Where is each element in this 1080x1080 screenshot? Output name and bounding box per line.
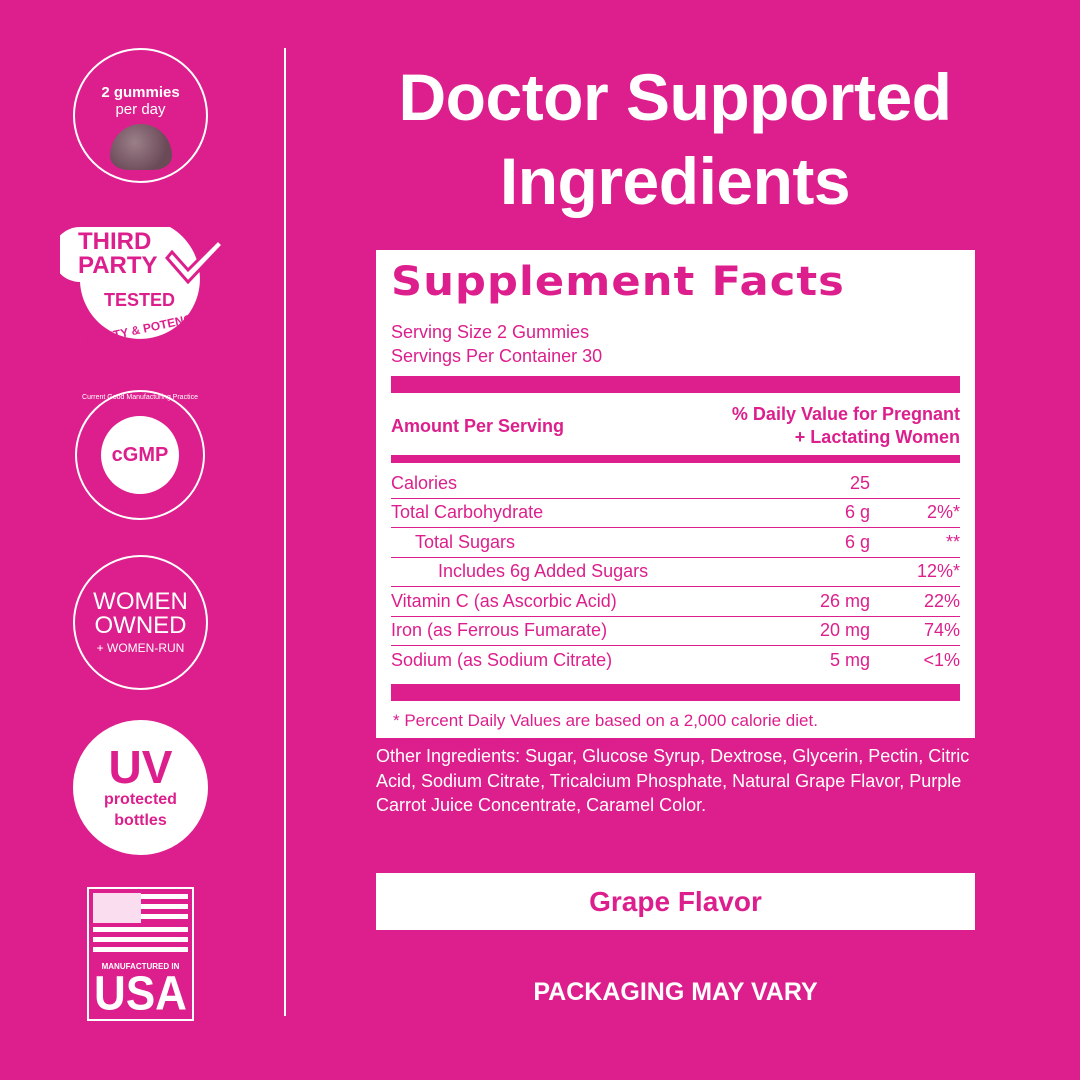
facts-row: Includes 6g Added Sugars 12%* xyxy=(391,558,960,587)
nutrient-dv: 22% xyxy=(923,590,960,611)
dv-header-line-2: + Lactating Women xyxy=(794,427,960,447)
nutrient-name: Total Carbohydrate xyxy=(391,502,544,523)
us-flag-icon xyxy=(93,893,188,952)
third-text: THIRD xyxy=(78,228,152,255)
serving-size: Serving Size 2 Gummies xyxy=(391,322,590,342)
dv-header-line-1: % Daily Value for Pregnant xyxy=(731,404,960,424)
nutrient-amount: 5 mg xyxy=(829,650,870,671)
third-party-tested-badge: THIRD PARTY TESTED PURITY & POTENCY xyxy=(52,222,226,357)
packaging-note: PACKAGING MAY VARY xyxy=(533,978,818,1006)
cgmp-text: cGMP xyxy=(111,443,169,466)
facts-row: Sodium (as Sodium Citrate) 5 mg <1% xyxy=(391,646,960,676)
manufactured-in-text: MANUFACTURED IN xyxy=(101,962,180,971)
uv-protected-badge: UV protected bottles xyxy=(73,720,208,855)
gummy-icon xyxy=(109,124,172,170)
facts-row: Calories 25 xyxy=(391,469,960,499)
gummies-count: 2 gummies xyxy=(101,84,180,101)
cgmp-inner-circle: cGMP xyxy=(101,416,179,494)
facts-rows: Calories 25 Total Carbohydrate 6 g 2%* Tota… xyxy=(391,469,960,676)
facts-title: Supplement Facts xyxy=(391,259,845,305)
facts-row: Vitamin C (as Ascorbic Acid) 26 mg 22% xyxy=(391,587,960,617)
per-day: per day xyxy=(115,101,166,118)
footnote-not-established: ** Daily Value not established. xyxy=(393,734,620,754)
owned-text: OWNED xyxy=(94,612,187,639)
nutrient-name: Includes 6g Added Sugars xyxy=(438,561,649,582)
nutrient-name: Sodium (as Sodium Citrate) xyxy=(391,650,613,671)
nutrient-dv: 74% xyxy=(923,620,960,641)
nutrient-name: Vitamin C (as Ascorbic Acid) xyxy=(391,590,617,611)
title-line-2: Ingredients xyxy=(499,144,851,218)
women-run-text: + WOMEN-RUN xyxy=(96,641,185,655)
nutrient-name: Calories xyxy=(391,472,458,493)
nutrient-amount: 26 mg xyxy=(819,590,870,611)
usa-text: USA xyxy=(94,966,187,1021)
nutrient-amount: 6 g xyxy=(844,531,870,552)
women-text: WOMEN xyxy=(93,588,188,615)
facts-row: Iron (as Ferrous Fumarate) 20 mg 74% xyxy=(391,617,960,646)
cgmp-arc-text: Current Good Manufacturing Practice xyxy=(82,394,198,401)
facts-row: Total Sugars 6 g ** xyxy=(391,528,960,558)
nutrient-amount: 25 xyxy=(849,472,870,493)
thick-divider xyxy=(391,376,960,393)
thick-divider-bottom xyxy=(391,683,960,701)
made-in-usa-badge: MANUFACTURED IN USA xyxy=(87,887,194,1021)
gummies-per-day-badge: 2 gummies per day xyxy=(73,48,208,183)
facts-row: Total Carbohydrate 6 g 2%* xyxy=(391,499,960,528)
cgmp-badge: cGMP Current Good Manufacturing Practice xyxy=(75,390,205,520)
tested-text: TESTED xyxy=(104,290,176,310)
daily-value-header: % Daily Value for Pregnant + Lactating W… xyxy=(732,403,960,449)
amount-per-serving-header: Amount Per Serving xyxy=(391,415,565,436)
page-title: Doctor Supported Ingredients xyxy=(300,55,1050,223)
nutrient-amount: 6 g xyxy=(844,502,870,523)
other-ingredients: Other Ingredients: Sugar, Glucose Syrup,… xyxy=(376,746,970,815)
flavor-label: Grape Flavor xyxy=(376,873,975,930)
nutrient-name: Total Sugars xyxy=(415,531,516,552)
third-party-badge-icon xyxy=(52,227,226,339)
vertical-divider xyxy=(284,48,286,1016)
women-owned-badge: WOMEN OWNED + WOMEN-RUN xyxy=(73,555,208,690)
party-text: PARTY xyxy=(78,252,158,279)
nutrient-name: Iron (as Ferrous Fumarate) xyxy=(391,620,608,641)
flavor-text: Grape Flavor xyxy=(589,885,762,917)
supplement-facts-panel: Supplement Facts Serving Size 2 Gummies … xyxy=(376,250,975,754)
nutrient-dv: ** xyxy=(945,531,960,552)
nutrient-dv: <1% xyxy=(923,650,960,671)
footnote-daily-values: * Percent Daily Values are based on a 2,… xyxy=(393,710,818,730)
protected-text: protected xyxy=(104,790,177,808)
nutrient-amount: 20 mg xyxy=(819,620,870,641)
facts-header: Amount Per Serving % Daily Value for Pre… xyxy=(391,401,960,451)
nutrient-dv: 12%* xyxy=(916,561,960,582)
bottles-text: bottles xyxy=(114,811,167,829)
nutrient-dv: 2%* xyxy=(926,502,960,523)
uv-text: UV xyxy=(108,740,173,793)
servings-per-container: Servings Per Container 30 xyxy=(391,346,603,366)
title-line-1: Doctor Supported xyxy=(398,60,952,134)
medium-divider xyxy=(391,455,960,463)
